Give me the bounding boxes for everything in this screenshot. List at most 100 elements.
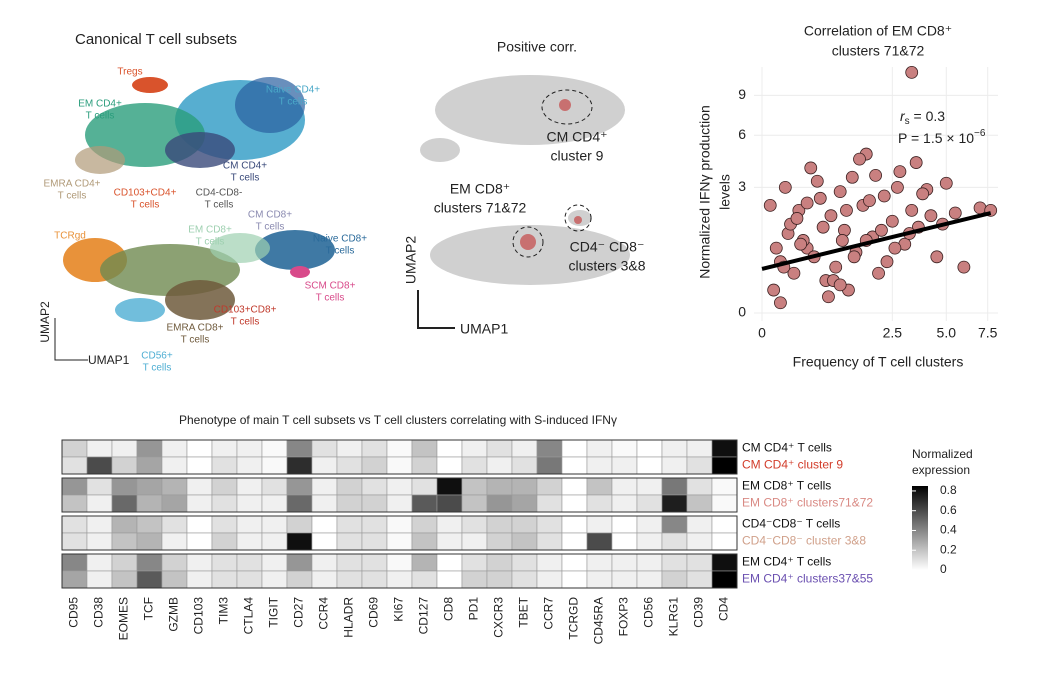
- heat-cell: [636, 570, 663, 589]
- heat-cell: [186, 456, 213, 475]
- heat-cell: [336, 515, 363, 534]
- heat-cell: [386, 553, 413, 572]
- heat-cell: [136, 532, 163, 551]
- heat-cell: [386, 456, 413, 475]
- heat-cell: [236, 553, 263, 572]
- cell-label: T cells: [181, 335, 210, 346]
- column-label: CCR4: [317, 597, 331, 630]
- cell-label: EM CD8+: [188, 225, 232, 236]
- heat-cell: [311, 494, 338, 513]
- point: [891, 180, 904, 194]
- heat-cell: [461, 553, 488, 572]
- column-label: CD95: [67, 597, 81, 628]
- point: [804, 161, 818, 175]
- chart-title: Correlation of EM CD8⁺: [804, 23, 952, 39]
- heat-cell: [536, 456, 563, 475]
- point: [930, 250, 944, 264]
- heat-cell: [311, 439, 338, 458]
- column-label: CD103: [192, 597, 206, 635]
- cell-label: T cells: [279, 97, 308, 108]
- heat-cell: [561, 532, 588, 551]
- column-label: TIGIT: [267, 596, 281, 627]
- heat-cell: [586, 456, 613, 475]
- heat-cell: [586, 553, 613, 572]
- heat-cell: [411, 570, 438, 589]
- cell-label: T cells: [231, 317, 260, 328]
- row-label: EM CD4⁺ T cells: [742, 555, 831, 569]
- heat-cell: [536, 477, 563, 496]
- heat-cell: [286, 494, 313, 513]
- heat-cell: [186, 439, 213, 458]
- heat-cell: [686, 494, 713, 513]
- heat-cell: [361, 570, 388, 589]
- point: [939, 176, 953, 190]
- heat-cell: [311, 532, 338, 551]
- cell-label: T cells: [316, 293, 345, 304]
- heat-cell: [411, 439, 438, 458]
- annotation: P = 1.5 × 10−6: [898, 128, 986, 146]
- point: [840, 204, 853, 217]
- heat-cell: [511, 515, 538, 534]
- heat-cell: [711, 532, 738, 551]
- heat-cell: [111, 515, 138, 534]
- cluster-label: clusters 3&8: [568, 258, 645, 274]
- heat-cell: [386, 439, 413, 458]
- heat-cell: [361, 494, 388, 513]
- heat-cell: [461, 456, 488, 475]
- cell-label: CM CD4+: [223, 161, 267, 172]
- heat-cell: [461, 494, 488, 513]
- heat-cell: [436, 477, 463, 496]
- heat-cell: [161, 515, 188, 534]
- heat-cell: [561, 439, 588, 458]
- heat-cell: [386, 532, 413, 551]
- point: [948, 206, 962, 220]
- trend-line: [761, 211, 992, 271]
- heat-cell: [661, 515, 688, 534]
- point: [767, 283, 781, 297]
- heat-cell: [386, 515, 413, 534]
- column-label: KI67: [392, 597, 406, 622]
- heat-cell: [311, 456, 338, 475]
- point: [872, 266, 885, 280]
- cell-label: T cells: [231, 173, 260, 184]
- heat-cell: [236, 456, 263, 475]
- heat-cell: [311, 570, 338, 589]
- annotation-part: −6: [974, 128, 986, 139]
- umap-b-cells: [420, 75, 630, 285]
- heat-cell: [211, 477, 238, 496]
- heat-cell: [286, 570, 313, 589]
- umap-a-axes: [54, 318, 88, 361]
- heat-cell: [61, 439, 88, 458]
- heat-cell: [436, 439, 463, 458]
- group-border: [61, 439, 738, 475]
- row-label: EM CD8⁺ clusters71&72: [742, 496, 873, 510]
- x-tick-label: 2.5: [883, 325, 903, 341]
- heat-cell: [411, 553, 438, 572]
- heat-cell: [61, 553, 88, 572]
- heat-cell: [86, 553, 113, 572]
- cell-label: T cells: [205, 200, 234, 211]
- heat-cell: [636, 477, 663, 496]
- column-label: KLRG1: [667, 597, 681, 637]
- column-label: PD1: [467, 597, 481, 621]
- heat-cell: [486, 532, 513, 551]
- heat-cell: [136, 477, 163, 496]
- colorbar: [912, 486, 928, 570]
- umap-y-label: UMAP2: [38, 301, 52, 343]
- point: [800, 196, 814, 210]
- cell-label: T cells: [143, 363, 172, 374]
- heat-cell: [236, 477, 263, 496]
- heat-cell: [661, 439, 688, 458]
- heat-cell: [611, 570, 638, 589]
- row-label: EM CD4⁺ clusters37&55: [742, 572, 873, 586]
- point: [835, 234, 849, 247]
- heat-cell: [636, 532, 663, 551]
- heat-cell: [261, 553, 288, 572]
- cell-label: T cells: [86, 111, 115, 122]
- heat-cell: [86, 439, 113, 458]
- heat-cell: [636, 515, 663, 534]
- colorbar-tick-label: 0.8: [940, 483, 957, 497]
- heat-cell: [186, 553, 213, 572]
- heat-cell: [486, 570, 513, 589]
- cell-label: T cells: [326, 246, 355, 257]
